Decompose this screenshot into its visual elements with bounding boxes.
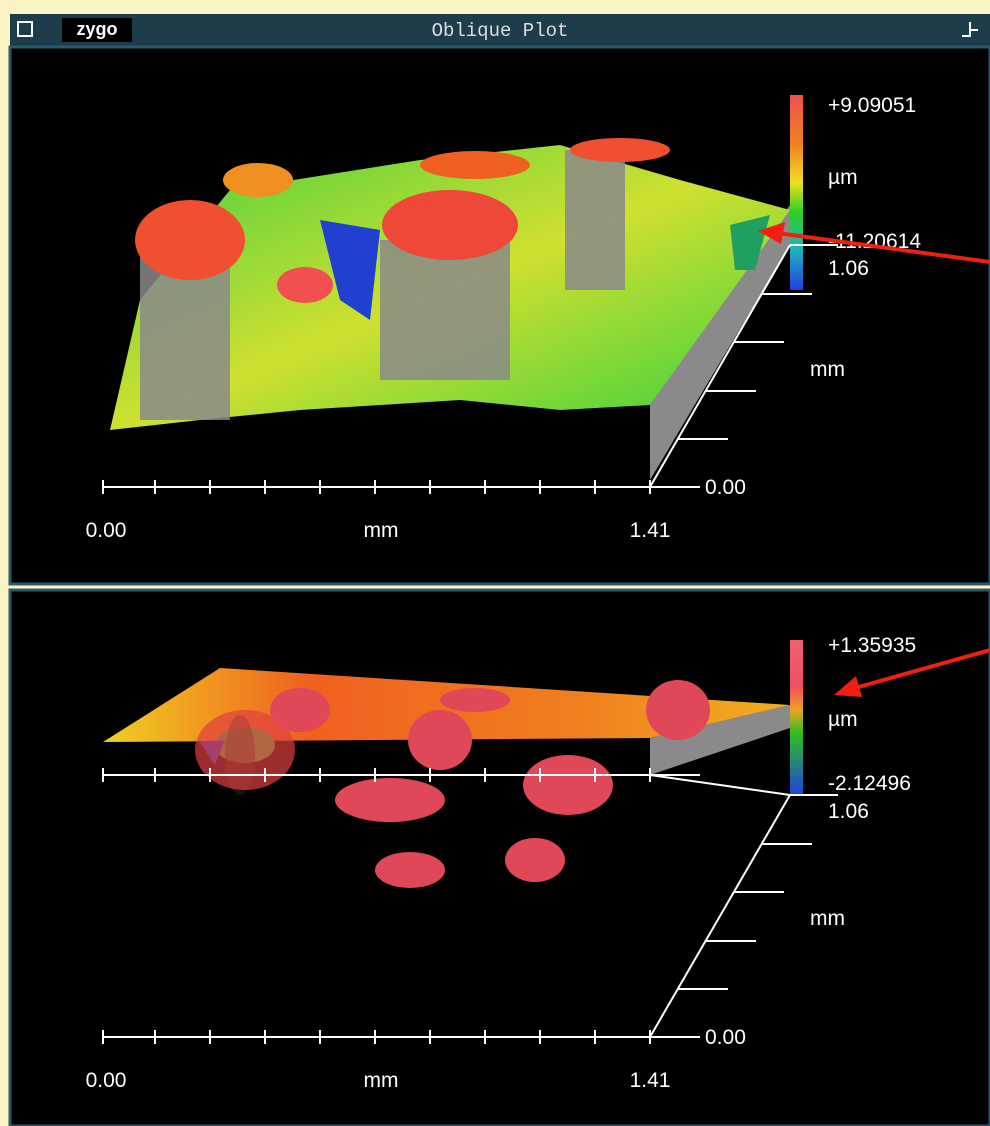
peak	[523, 755, 613, 815]
color-bar	[790, 640, 803, 795]
peak	[382, 190, 518, 260]
surface-3d	[110, 138, 790, 480]
y-min: 0.00	[705, 476, 746, 499]
scale-unit: µm	[828, 708, 858, 731]
arrow-head	[758, 222, 785, 244]
window-menu[interactable]	[962, 22, 978, 37]
y-max: 1.06	[828, 800, 869, 823]
plot-panel	[8, 588, 990, 1126]
window-title: Oblique Plot	[432, 20, 569, 42]
x-min: 0.00	[86, 1069, 127, 1092]
y-unit: mm	[810, 358, 845, 381]
valley	[730, 215, 770, 270]
peak	[195, 710, 295, 790]
x-min: 0.00	[86, 519, 127, 542]
wall	[380, 240, 510, 380]
logo-box	[62, 18, 132, 42]
peak	[440, 688, 510, 712]
x-max: 1.41	[630, 519, 671, 542]
peak	[408, 710, 472, 770]
annotation-arrow	[769, 230, 990, 264]
peak	[223, 163, 293, 197]
peak	[505, 838, 565, 882]
x-max: 1.41	[630, 1069, 671, 1092]
logo: zygo	[76, 19, 117, 39]
axes	[102, 768, 791, 796]
side-wall	[650, 705, 790, 775]
peak	[135, 200, 245, 280]
axes	[102, 1030, 651, 1044]
y-unit: mm	[810, 907, 845, 930]
y-max: 1.06	[828, 257, 869, 280]
x-unit: mm	[364, 1069, 399, 1092]
scale-unit: µm	[828, 166, 858, 189]
axes	[102, 244, 838, 494]
y-min: 0.00	[705, 1026, 746, 1049]
peak	[277, 267, 333, 303]
peak	[270, 688, 330, 732]
scale-min: -2.12496	[828, 772, 911, 795]
peak	[570, 138, 670, 162]
side-wall	[650, 205, 790, 480]
arrow-head	[834, 676, 862, 697]
valley	[320, 220, 380, 320]
peak	[646, 680, 710, 740]
peak	[375, 852, 445, 888]
x-unit: mm	[364, 519, 399, 542]
scale-max: +9.09051	[828, 94, 916, 117]
scale-min: -11.20614	[828, 230, 921, 253]
wall	[565, 150, 625, 290]
color-bar	[790, 95, 803, 290]
axes	[649, 794, 838, 1038]
annotation-arrow	[847, 648, 990, 692]
scale-max: +1.35935	[828, 634, 916, 657]
peak	[335, 778, 445, 822]
close-button[interactable]	[17, 21, 33, 37]
title-bar	[10, 14, 990, 46]
peak	[420, 151, 530, 179]
